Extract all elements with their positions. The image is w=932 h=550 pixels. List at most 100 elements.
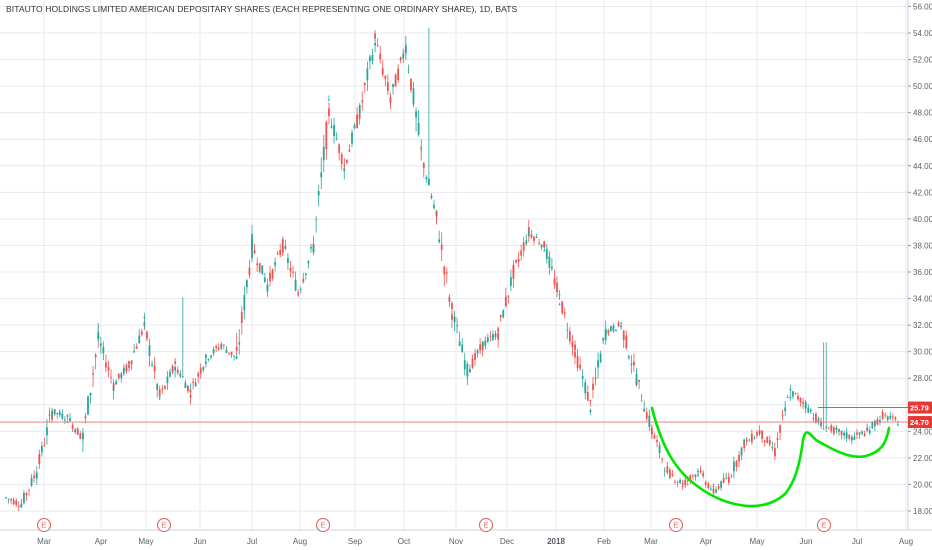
- price-badge-label: 24.70: [910, 418, 929, 427]
- candle-body: [494, 333, 497, 338]
- candle-body: [166, 376, 169, 384]
- candle-body: [676, 481, 679, 483]
- earnings-event-icon: [157, 518, 171, 532]
- candle-body: [786, 397, 789, 399]
- candle-body: [397, 68, 400, 81]
- candle-body: [438, 239, 441, 243]
- candle-body: [558, 304, 561, 306]
- candle-body: [171, 365, 174, 373]
- candle-body: [389, 99, 392, 101]
- candle-body: [271, 269, 274, 279]
- candle-body: [112, 383, 115, 389]
- candle-body: [809, 409, 812, 412]
- candle-body: [620, 322, 623, 324]
- candle-body: [307, 260, 310, 264]
- candle-body: [822, 428, 825, 430]
- candle-body: [612, 325, 615, 332]
- y-tick-label: 44.00: [913, 162, 932, 171]
- candle-body: [697, 474, 699, 476]
- candle-body: [825, 426, 828, 428]
- candle-body: [430, 195, 433, 198]
- candle-body: [666, 466, 669, 473]
- candle-body: [625, 335, 628, 348]
- candle-body: [158, 397, 161, 399]
- candle-body: [222, 344, 225, 346]
- candle-body: [545, 248, 548, 259]
- candle-body: [84, 416, 87, 419]
- candle-body: [597, 360, 599, 368]
- candle-body: [881, 412, 884, 419]
- candle-body: [791, 391, 794, 397]
- candle-body: [481, 342, 484, 348]
- candle-body: [463, 360, 466, 370]
- y-tick-label: 50.00: [913, 82, 932, 91]
- candle-body: [5, 497, 7, 499]
- candle-body: [276, 252, 279, 254]
- candle-body: [668, 469, 671, 478]
- candle-body: [471, 358, 474, 368]
- candle-body: [87, 396, 89, 415]
- candle-body: [338, 144, 341, 154]
- candle-body: [799, 397, 802, 403]
- candle-body: [20, 503, 23, 506]
- candle-body: [235, 356, 238, 359]
- candle-body: [633, 361, 635, 366]
- candle-body: [868, 430, 871, 434]
- candle-body: [128, 365, 130, 369]
- candle-body: [158, 389, 161, 396]
- candle-body: [894, 417, 897, 420]
- candle-body: [602, 338, 605, 341]
- candle-body: [820, 421, 823, 425]
- candle-body: [399, 57, 402, 61]
- candle-body: [469, 368, 471, 373]
- candle-body: [23, 493, 25, 503]
- candle-body: [143, 316, 146, 319]
- candle-body: [94, 354, 97, 358]
- candle-body: [540, 244, 543, 248]
- candle-body: [297, 293, 300, 296]
- candle-body: [210, 355, 212, 358]
- candle-body: [53, 409, 56, 415]
- candle-body: [197, 373, 200, 377]
- candle-body: [58, 411, 61, 416]
- candle-body: [891, 416, 894, 418]
- candle-body: [228, 352, 230, 354]
- candle-body: [51, 412, 54, 414]
- candle-body: [225, 349, 228, 353]
- candle-body: [122, 367, 125, 374]
- candle-body: [304, 273, 307, 275]
- candle-body: [258, 263, 261, 272]
- earnings-event-icon: [817, 518, 831, 532]
- candle-body: [884, 414, 887, 416]
- candle-body: [220, 345, 223, 349]
- candle-body: [699, 470, 702, 473]
- candle-body: [656, 440, 658, 443]
- candle-body: [879, 420, 881, 422]
- y-tick-label: 18.00: [913, 507, 932, 516]
- candle-body: [815, 413, 817, 423]
- y-tick-label: 28.00: [913, 374, 932, 383]
- earnings-event-label: E: [674, 523, 679, 530]
- candle-body: [753, 438, 756, 440]
- candle-body: [392, 84, 394, 88]
- candle-body: [89, 392, 92, 396]
- candle-body: [830, 425, 833, 432]
- candle-body: [269, 272, 271, 282]
- candle-body: [356, 114, 358, 129]
- candle-body: [845, 432, 848, 439]
- candle-body: [151, 364, 153, 366]
- candle-body: [281, 239, 284, 253]
- candle-body: [189, 395, 192, 398]
- candle-body: [474, 353, 476, 360]
- candle-body: [284, 246, 287, 249]
- candle-body: [240, 311, 243, 323]
- x-tick-label: Aug: [293, 537, 307, 546]
- candle-body: [327, 99, 330, 101]
- x-tick-label: Mar: [37, 537, 51, 546]
- candle-body: [312, 245, 315, 253]
- x-tick-label: Mar: [644, 537, 658, 546]
- candle-body: [456, 325, 458, 327]
- candle-body: [417, 123, 420, 135]
- candle-body: [358, 104, 361, 114]
